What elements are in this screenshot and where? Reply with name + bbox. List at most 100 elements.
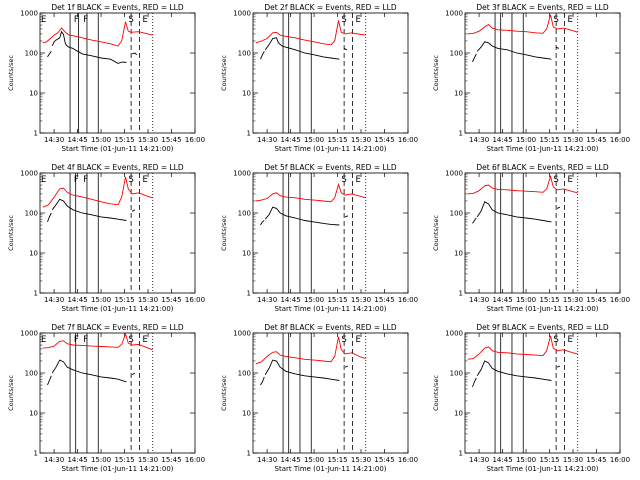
y-tick-label: 10 [454,410,463,418]
x-axis-label: Start Time (01-Jun-11 14:21:00) [62,305,174,313]
x-axis-label: Start Time (01-Jun-11 14:21:00) [487,305,599,313]
x-tick-label: 15:00 [516,136,536,144]
x-tick-label: 15:45 [374,136,394,144]
x-tick-label: 14:30 [469,456,489,464]
phase-annotation: F [83,175,88,185]
detector-panel-6: Det 6f BLACK = Events, RED = LLD Start Ti… [432,163,630,313]
x-tick-label: 14:45 [280,456,300,464]
detector-panel-3: Det 3f BLACK = Events, RED = LLD Start Ti… [432,3,630,153]
y-tick-label: 100 [450,210,463,218]
x-tick-label: 15:45 [586,296,606,304]
lld-series-line [467,14,578,35]
events-series-start-segment [260,220,265,226]
x-tick-label: 14:30 [44,456,64,464]
plot-frame [252,332,409,454]
y-axis-label: Counts/sec [220,215,228,251]
x-tick-label: 14:45 [67,136,87,144]
events-series-start-segment [47,375,52,386]
x-tick-label: 14:30 [469,136,489,144]
y-tick-label: 100 [25,370,38,378]
events-series-line [264,359,340,381]
y-tick-label: 1000 [20,10,38,18]
x-tick-label: 14:45 [280,136,300,144]
x-tick-label: 16:00 [185,296,205,304]
y-tick-label: 1000 [445,10,463,18]
x-tick-label: 15:15 [327,296,347,304]
y-tick-label: 1 [34,130,38,138]
x-tick-label: 14:45 [492,136,512,144]
phase-annotation: S [341,15,346,25]
events-series-start-segment [260,51,265,60]
events-series-tail-segment [131,372,136,376]
x-tick-label: 15:00 [304,296,324,304]
phase-annotation: E [355,15,360,25]
phase-annotation: E [41,335,46,345]
y-axis-label: Counts/sec [220,375,228,411]
panel-title: Det 4f BLACK = Events, RED = LLD [51,163,184,172]
phase-annotation: E [355,335,360,345]
events-series-tail-segment [343,47,348,51]
lld-series-line [255,336,366,365]
events-series-tail-segment [131,52,138,56]
phase-annotation: S [341,335,346,345]
events-series-tail-segment [344,215,349,218]
events-series-line [264,37,340,60]
x-tick-label: 16:00 [398,456,418,464]
x-tick-label: 15:15 [539,136,559,144]
phase-annotation: E [41,15,46,25]
y-axis-label: Counts/sec [7,375,15,411]
events-series-line [51,198,127,221]
x-axis-label: Start Time (01-Jun-11 14:21:00) [62,465,174,473]
y-axis-label: Counts/sec [220,55,228,91]
phase-annotation: S [341,175,346,185]
y-tick-label: 1 [34,450,38,458]
x-axis-label: Start Time (01-Jun-11 14:21:00) [275,305,387,313]
phase-annotation: S [553,335,558,345]
x-axis-label: Start Time (01-Jun-11 14:21:00) [62,145,174,153]
x-tick-label: 15:15 [327,136,347,144]
panel-title: Det 3f BLACK = Events, RED = LLD [476,3,609,12]
events-series-start-segment [47,51,52,58]
x-tick-label: 15:30 [563,136,583,144]
lld-series-line [255,182,366,203]
phase-annotation: S [553,15,558,25]
y-tick-label: 1000 [233,330,251,338]
y-tick-label: 10 [242,250,251,258]
x-tick-label: 15:00 [91,136,111,144]
plot-frame [464,332,621,454]
detector-panel-1: Det 1f BLACK = Events, RED = LLD Start Ti… [7,3,205,153]
phase-annotation: E [567,15,572,25]
phase-annotation: F [83,15,88,25]
events-series-line [264,206,340,226]
y-tick-label: 10 [29,250,38,258]
y-axis-label: Counts/sec [432,55,440,91]
x-tick-label: 15:30 [351,296,371,304]
phase-annotation: F [74,175,79,185]
x-tick-label: 16:00 [610,136,630,144]
x-tick-label: 15:30 [563,456,583,464]
y-tick-label: 1 [247,450,251,458]
x-tick-label: 15:15 [539,456,559,464]
x-tick-label: 15:45 [586,136,606,144]
y-tick-label: 1 [459,130,463,138]
x-tick-label: 15:00 [304,136,324,144]
detector-panel-2: Det 2f BLACK = Events, RED = LLD Start Ti… [220,3,418,153]
phase-annotation: F [74,335,79,345]
y-tick-label: 1000 [233,10,251,18]
x-tick-label: 14:30 [44,136,64,144]
lld-series-line [42,21,153,47]
panel-title: Det 6f BLACK = Events, RED = LLD [476,163,609,172]
phase-annotation: E [142,15,147,25]
y-tick-label: 1 [34,290,38,298]
x-tick-label: 15:00 [516,296,536,304]
y-tick-label: 1000 [445,330,463,338]
events-series-tail-segment [344,365,349,368]
y-tick-label: 100 [450,50,463,58]
phase-annotation: E [142,175,147,185]
events-series-line [476,360,552,381]
x-tick-label: 15:00 [91,296,111,304]
plot-frame [39,12,196,134]
x-tick-label: 15:45 [374,296,394,304]
phase-annotation: S [128,15,133,25]
